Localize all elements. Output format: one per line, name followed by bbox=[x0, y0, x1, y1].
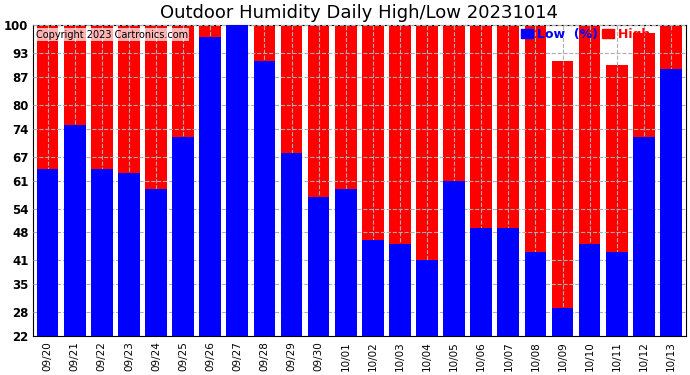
Bar bbox=[416, 260, 438, 336]
Bar bbox=[443, 25, 465, 336]
Bar bbox=[389, 25, 411, 336]
Bar bbox=[91, 25, 112, 336]
Bar bbox=[199, 25, 221, 336]
Bar bbox=[254, 61, 275, 336]
Bar bbox=[524, 252, 546, 336]
Bar bbox=[471, 25, 492, 336]
Bar bbox=[199, 37, 221, 336]
Bar bbox=[552, 308, 573, 336]
Bar bbox=[443, 181, 465, 336]
Bar bbox=[226, 25, 248, 336]
Bar bbox=[308, 25, 329, 336]
Bar bbox=[91, 169, 112, 336]
Bar bbox=[64, 25, 86, 336]
Bar bbox=[37, 25, 59, 336]
Bar bbox=[362, 240, 384, 336]
Bar bbox=[471, 228, 492, 336]
Legend: Low  (%), High  (%): Low (%), High (%) bbox=[520, 26, 684, 42]
Title: Outdoor Humidity Daily High/Low 20231014: Outdoor Humidity Daily High/Low 20231014 bbox=[160, 4, 558, 22]
Bar bbox=[335, 189, 357, 336]
Bar bbox=[118, 25, 140, 336]
Bar bbox=[579, 244, 600, 336]
Bar bbox=[308, 196, 329, 336]
Bar bbox=[552, 61, 573, 336]
Bar bbox=[254, 25, 275, 336]
Text: Copyright 2023 Cartronics.com: Copyright 2023 Cartronics.com bbox=[36, 30, 188, 40]
Bar bbox=[497, 228, 519, 336]
Bar bbox=[606, 65, 628, 336]
Bar bbox=[172, 137, 194, 336]
Bar bbox=[281, 25, 302, 336]
Bar bbox=[172, 25, 194, 336]
Bar bbox=[416, 25, 438, 336]
Bar bbox=[281, 153, 302, 336]
Bar bbox=[118, 172, 140, 336]
Bar bbox=[145, 25, 167, 336]
Bar bbox=[606, 252, 628, 336]
Bar bbox=[497, 25, 519, 336]
Bar bbox=[633, 33, 655, 336]
Bar bbox=[226, 25, 248, 336]
Bar bbox=[660, 69, 682, 336]
Bar bbox=[145, 189, 167, 336]
Bar bbox=[660, 25, 682, 336]
Bar bbox=[389, 244, 411, 336]
Bar bbox=[633, 137, 655, 336]
Bar bbox=[64, 125, 86, 336]
Bar bbox=[335, 25, 357, 336]
Bar bbox=[37, 169, 59, 336]
Bar bbox=[524, 25, 546, 336]
Bar bbox=[579, 25, 600, 336]
Bar bbox=[362, 25, 384, 336]
